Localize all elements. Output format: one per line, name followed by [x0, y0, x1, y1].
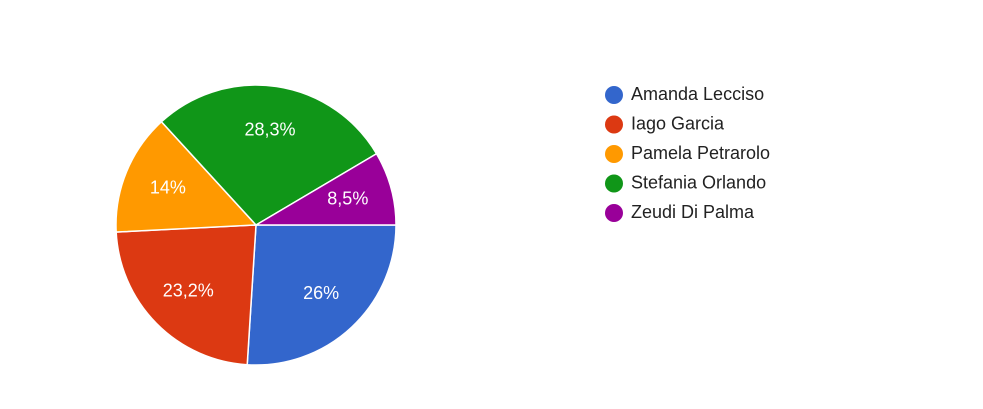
legend-label: Stefania Orlando [631, 172, 766, 192]
slice-label: 26% [303, 283, 339, 303]
pie-slice [246, 224, 397, 366]
legend-swatch [605, 86, 623, 104]
pie-slice [253, 152, 397, 226]
legend-swatch [605, 115, 623, 134]
legend-swatch [605, 145, 623, 163]
legend-label: Zeudi Di Palma [631, 202, 755, 222]
pie-slice [115, 224, 257, 366]
pie-slice [115, 120, 258, 233]
slice-label: 28,3% [244, 120, 295, 140]
legend-label: Iago Garcia [631, 113, 725, 133]
legend-swatch [605, 174, 623, 193]
pie-slice [160, 84, 378, 226]
legend-swatch [605, 204, 623, 222]
slice-label: 8,5% [327, 189, 368, 209]
legend-label: Pamela Petrarolo [631, 143, 770, 163]
slice-label: 23,2% [163, 281, 214, 301]
slice-label: 14% [150, 178, 186, 198]
legend-label: Amanda Lecciso [631, 84, 764, 104]
